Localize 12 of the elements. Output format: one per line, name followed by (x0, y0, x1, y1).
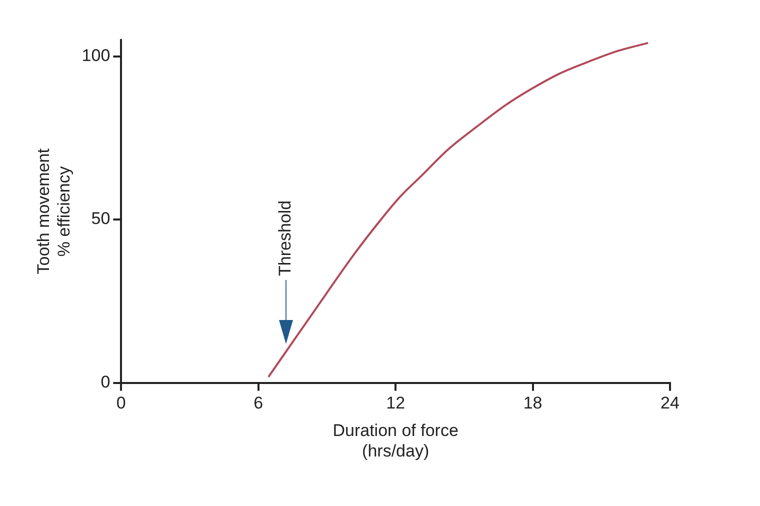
y-tick-label: 100 (82, 46, 110, 66)
x-tick-label: 12 (386, 394, 406, 413)
y-tick-label: 50 (91, 209, 110, 228)
y-axis-title: Tooth movement % efficiency (34, 148, 74, 274)
x-tick-label: 0 (116, 394, 126, 413)
annotation: Threshold (276, 200, 295, 276)
x-tick-label: 6 (254, 394, 264, 413)
x-tick-label: 18 (523, 394, 542, 413)
x-axis-title: Duration of force (hrs/day) (332, 421, 458, 460)
x-tick-label: 24 (660, 394, 680, 413)
y-tick-label: 0 (100, 372, 110, 392)
line-series (267, 42, 650, 378)
